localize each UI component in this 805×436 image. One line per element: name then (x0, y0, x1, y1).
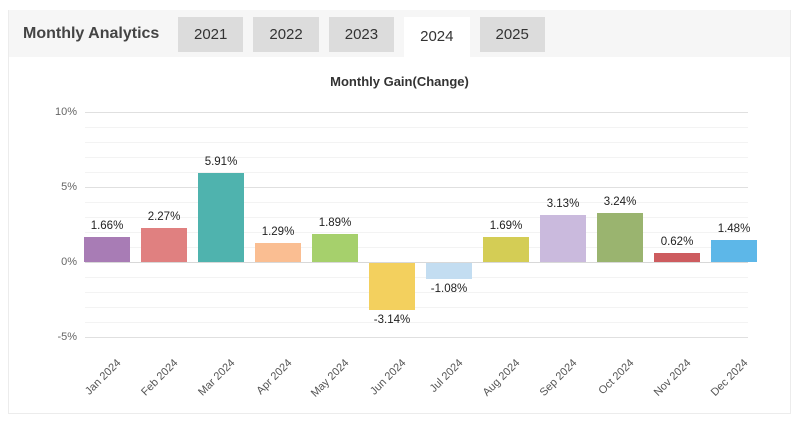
tab-2022[interactable]: 2022 (253, 17, 319, 52)
gridline-major (85, 112, 748, 113)
gridline-minor (85, 307, 748, 308)
bar-value-label: -1.08% (430, 283, 468, 296)
gridline-minor (85, 232, 748, 233)
bar-value-label: 1.66% (90, 220, 124, 233)
y-axis-tick-label: 10% (54, 106, 77, 118)
bar-value-label: 1.48% (717, 222, 751, 235)
bar-value-label: 2.27% (147, 210, 181, 223)
bar-oct-2024[interactable] (597, 213, 643, 262)
gridline-minor (85, 202, 748, 203)
y-axis-tick-label: 0% (61, 256, 77, 268)
year-tabs: 2021 2022 2023 2024 2025 (178, 17, 545, 57)
chart-title: Monthly Gain(Change) (330, 74, 469, 89)
bar-jan-2024[interactable] (84, 237, 130, 262)
bar-value-label: 0.62% (660, 235, 694, 248)
bar-value-label: 3.13% (546, 198, 580, 211)
bar-jul-2024[interactable] (426, 263, 472, 280)
bar-may-2024[interactable] (312, 233, 358, 262)
bar-value-label: 1.69% (489, 219, 523, 232)
gridline-minor (85, 292, 748, 293)
bar-nov-2024[interactable] (654, 252, 700, 262)
gridline-minor (85, 142, 748, 143)
gridline-major (85, 187, 748, 188)
panel-header: Monthly Analytics 2021 2022 2023 2024 2025 (9, 10, 790, 57)
bar-value-label: 5.91% (204, 156, 238, 169)
bar-aug-2024[interactable] (483, 236, 529, 262)
tab-2021[interactable]: 2021 (178, 17, 244, 52)
gridline-minor (85, 127, 748, 128)
analytics-panel: Monthly Analytics 2021 2022 2023 2024 2025 M… (8, 10, 791, 414)
gridline-major (85, 337, 748, 338)
gridline-minor (85, 157, 748, 158)
bar-chart: 10% 5% 0% -5% 1.66% Jan 2024 2.27% Feb 2024 5.91… (9, 10, 790, 413)
gridline-major (85, 262, 748, 263)
panel-title: Monthly Analytics (23, 25, 160, 42)
y-axis-tick-label: -5% (57, 331, 77, 343)
bar-value-label: 3.24% (603, 196, 637, 209)
bar-value-label: 1.89% (318, 216, 352, 229)
bar-dec-2024[interactable] (711, 239, 757, 262)
gridline-minor (85, 172, 748, 173)
gridline-minor (85, 217, 748, 218)
tab-2025[interactable]: 2025 (479, 17, 545, 52)
gridline-minor (85, 247, 748, 248)
gridline-minor (85, 277, 748, 278)
tab-2024[interactable]: 2024 (404, 17, 470, 57)
y-axis-tick-label: 5% (61, 181, 77, 193)
bar-value-label: 1.29% (261, 225, 295, 238)
bar-value-label: -3.14% (373, 314, 411, 327)
bar-sep-2024[interactable] (540, 215, 586, 262)
bar-feb-2024[interactable] (141, 227, 187, 262)
gridline-minor (85, 322, 748, 323)
bar-jun-2024[interactable] (369, 263, 415, 311)
bar-mar-2024[interactable] (198, 173, 244, 262)
bar-apr-2024[interactable] (255, 242, 301, 262)
tab-2023[interactable]: 2023 (328, 17, 395, 52)
